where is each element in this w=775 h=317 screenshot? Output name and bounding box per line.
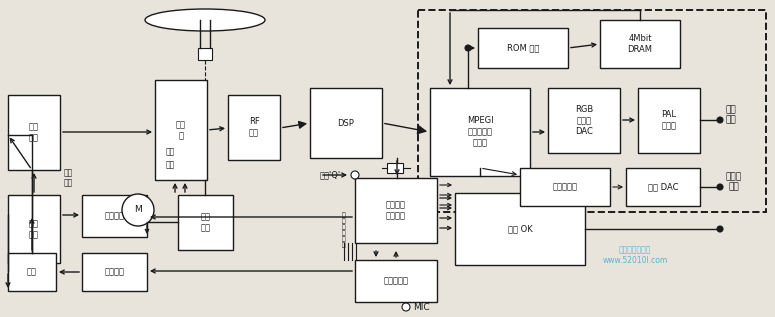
Text: DSP: DSP	[338, 119, 354, 127]
Bar	[178, 195, 233, 250]
Text: 主轴伺服: 主轴伺服	[105, 268, 125, 276]
Bar	[8, 253, 56, 291]
Text: 驱动: 驱动	[27, 268, 37, 276]
Ellipse shape	[145, 9, 265, 31]
Bar	[638, 88, 700, 153]
Bar	[455, 193, 585, 265]
Text: 音频 DAC: 音频 DAC	[648, 183, 678, 191]
Text: 立体声
音频: 立体声 音频	[726, 172, 742, 192]
Bar	[228, 95, 280, 160]
Text: ROM 选用: ROM 选用	[507, 43, 539, 53]
Text: 系统控制
微处理器: 系统控制 微处理器	[386, 200, 406, 221]
Text: 主轴
电机: 主轴 电机	[29, 122, 39, 143]
Text: 家电维修资料网
www.52010l.com: 家电维修资料网 www.52010l.com	[602, 245, 667, 265]
Circle shape	[122, 194, 154, 226]
Text: M: M	[134, 205, 142, 215]
Text: 聚焦: 聚焦	[165, 160, 174, 170]
Text: 数字滤波器: 数字滤波器	[553, 183, 577, 191]
Circle shape	[717, 184, 723, 190]
Bar	[418, 10, 766, 212]
Text: 前面板电路: 前面板电路	[384, 276, 408, 286]
Bar	[82, 253, 147, 291]
Text: 卡拉 OK: 卡拉 OK	[508, 224, 532, 234]
Text: 复合
视频: 复合 视频	[726, 105, 737, 125]
Circle shape	[465, 45, 471, 51]
Bar	[8, 95, 60, 170]
Text: 串
行
总
线
控
制: 串 行 总 线 控 制	[342, 212, 346, 248]
Bar	[355, 178, 437, 243]
Text: 4Mbit
DRAM: 4Mbit DRAM	[628, 34, 653, 54]
Bar	[600, 20, 680, 68]
Bar	[520, 168, 610, 206]
Circle shape	[717, 226, 723, 232]
Bar	[626, 168, 700, 206]
Bar	[8, 195, 60, 263]
Bar	[478, 28, 568, 68]
Text: RGB
三通道
DAC: RGB 三通道 DAC	[575, 105, 593, 136]
Text: 循迹: 循迹	[165, 147, 174, 157]
Text: PAL
编码器: PAL 编码器	[662, 110, 677, 131]
Circle shape	[402, 303, 410, 311]
Circle shape	[351, 171, 359, 179]
Text: MPEGI
视频和音频
解码器: MPEGI 视频和音频 解码器	[467, 116, 494, 148]
Text: 水光
耦: 水光 耦	[176, 120, 186, 140]
Bar	[355, 260, 437, 302]
Text: RF
放大: RF 放大	[249, 118, 260, 138]
Text: 进给
电机: 进给 电机	[64, 168, 73, 188]
Text: 装盘
机构: 装盘 机构	[29, 219, 39, 239]
Bar	[198, 48, 212, 60]
Text: MIC: MIC	[413, 302, 429, 312]
Text: 子码'Q': 子码'Q'	[320, 171, 341, 179]
Text: 进给驱动: 进给驱动	[105, 211, 125, 221]
Bar	[310, 88, 382, 158]
Bar	[155, 80, 207, 180]
Bar	[548, 88, 620, 153]
Bar	[82, 195, 147, 237]
Circle shape	[717, 117, 723, 123]
Bar	[387, 163, 403, 173]
Bar	[430, 88, 530, 176]
Text: 光头
伺服: 光头 伺服	[201, 212, 211, 233]
